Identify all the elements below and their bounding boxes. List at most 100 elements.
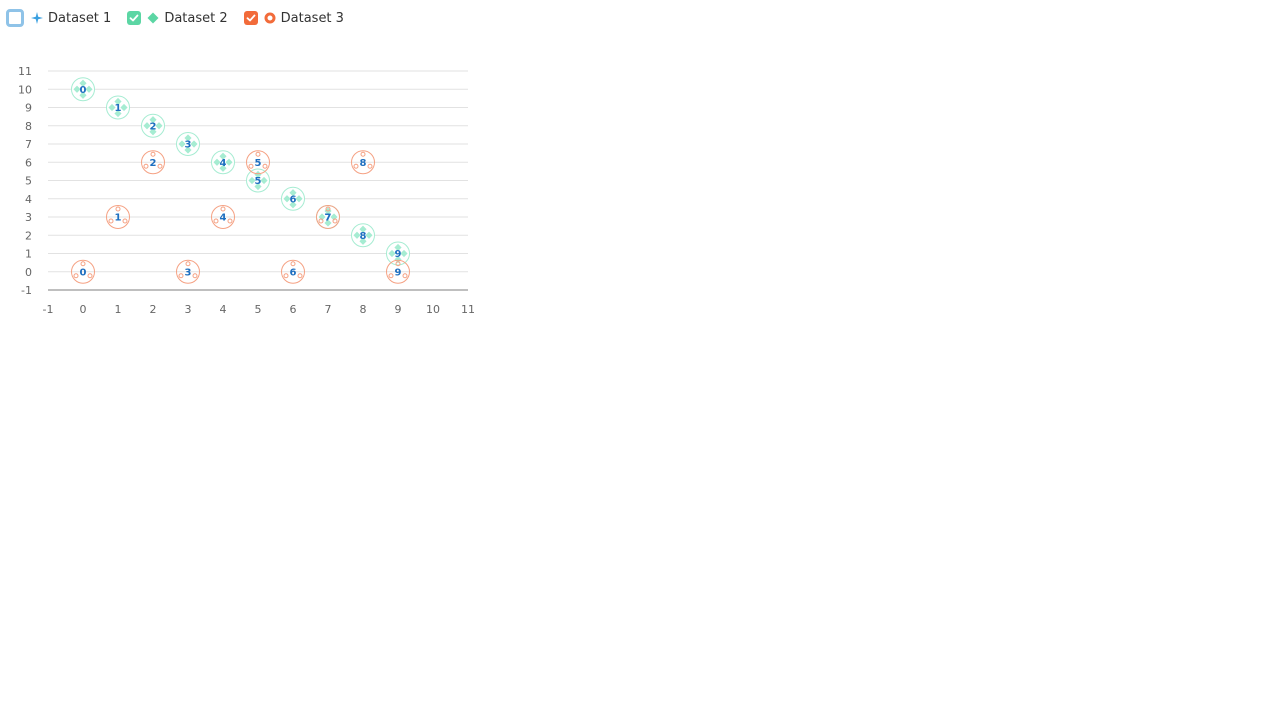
x-tick-label: 5 xyxy=(255,303,262,316)
data-point[interactable]: 0 xyxy=(71,259,95,284)
point-marker xyxy=(402,273,408,279)
point-label: 1 xyxy=(115,213,122,224)
point-marker xyxy=(108,218,114,224)
point-marker xyxy=(246,168,270,193)
point-label: 6 xyxy=(290,267,297,278)
data-point[interactable]: 6 xyxy=(281,186,305,211)
x-tick-label: 11 xyxy=(461,303,475,316)
chart-legend: Dataset 1 Dataset 2 Dataset 3 xyxy=(6,8,360,28)
data-point[interactable]: 8 xyxy=(351,150,375,175)
legend-item-dataset-3[interactable]: Dataset 3 xyxy=(243,11,344,26)
data-point[interactable]: 7 xyxy=(316,205,340,229)
data-point[interactable]: 4 xyxy=(211,205,235,229)
x-tick-label: 10 xyxy=(426,303,440,316)
point-label: 9 xyxy=(395,249,402,260)
point-marker xyxy=(325,206,331,212)
point-marker xyxy=(213,218,219,224)
y-tick-label: 2 xyxy=(25,229,32,242)
data-point[interactable]: 9 xyxy=(386,259,410,284)
point-marker xyxy=(141,150,165,175)
point-marker xyxy=(260,176,268,185)
point-marker xyxy=(324,219,332,227)
point-marker xyxy=(225,158,233,166)
point-marker xyxy=(176,132,200,156)
point-marker xyxy=(178,273,184,279)
series-dataset-2: 0 1 2 3 4 5 6 7 8 9 xyxy=(71,77,410,266)
data-point[interactable]: 2 xyxy=(141,113,165,138)
point-marker xyxy=(367,163,373,169)
legend-item-dataset-2[interactable]: Dataset 2 xyxy=(127,10,228,26)
point-marker xyxy=(365,231,373,239)
x-tick-label: 2 xyxy=(150,303,157,316)
legend-checkbox-dataset-2[interactable] xyxy=(127,11,142,25)
point-label: 1 xyxy=(115,103,122,114)
point-marker xyxy=(73,273,79,279)
x-axis-ticks: -1 0 1 2 3 4 5 6 7 8 9 10 11 xyxy=(43,303,475,316)
data-point[interactable]: 1 xyxy=(106,205,130,229)
point-marker xyxy=(246,150,270,175)
y-tick-label: 4 xyxy=(25,193,32,206)
point-label: 3 xyxy=(185,140,192,151)
data-point[interactable]: 5 xyxy=(246,150,270,175)
data-point[interactable]: 6 xyxy=(281,259,305,284)
point-marker xyxy=(120,103,128,112)
point-marker xyxy=(248,163,254,169)
legend-label-dataset-2: Dataset 2 xyxy=(164,10,228,26)
point-marker xyxy=(394,255,402,264)
point-marker xyxy=(185,261,191,267)
legend-checkbox-dataset-3[interactable] xyxy=(243,11,258,25)
y-tick-label: 6 xyxy=(25,156,32,169)
circle-icon xyxy=(264,12,276,24)
data-point[interactable]: 3 xyxy=(176,132,200,156)
y-axis-ticks: -1 0 1 2 3 4 5 6 7 8 9 10 11 xyxy=(18,65,32,297)
point-marker xyxy=(254,170,262,179)
point-marker xyxy=(71,259,95,284)
point-marker xyxy=(359,225,367,233)
x-tick-label: 8 xyxy=(360,303,367,316)
point-marker xyxy=(388,273,394,279)
point-marker xyxy=(360,151,366,157)
point-marker xyxy=(213,158,221,166)
x-tick-label: -1 xyxy=(43,303,54,316)
checkmark-icon xyxy=(129,14,139,22)
point-marker xyxy=(289,189,297,197)
point-marker xyxy=(255,151,261,157)
legend-item-dataset-1[interactable]: Dataset 1 xyxy=(6,9,111,27)
point-marker xyxy=(106,205,130,229)
point-label: 4 xyxy=(220,213,227,224)
point-marker xyxy=(211,205,235,229)
y-tick-label: 7 xyxy=(25,138,32,151)
point-marker xyxy=(155,122,163,130)
point-marker xyxy=(283,273,289,279)
point-marker xyxy=(388,249,396,258)
point-marker xyxy=(149,128,157,136)
data-point[interactable]: 5 xyxy=(246,168,270,193)
point-marker xyxy=(332,218,338,224)
point-marker xyxy=(289,201,297,209)
point-marker xyxy=(79,79,87,87)
y-tick-label: 8 xyxy=(25,120,32,133)
point-marker xyxy=(283,195,291,203)
legend-checkbox-dataset-1[interactable] xyxy=(6,9,24,27)
point-label: 5 xyxy=(255,158,262,169)
y-tick-label: 9 xyxy=(25,102,32,115)
point-marker xyxy=(318,218,324,224)
point-marker xyxy=(400,249,408,258)
data-point[interactable]: 3 xyxy=(176,259,200,284)
point-marker xyxy=(353,163,359,169)
data-point[interactable]: 2 xyxy=(141,150,165,175)
diamond-icon xyxy=(147,12,159,24)
x-tick-label: 7 xyxy=(325,303,332,316)
point-label: 7 xyxy=(325,213,332,224)
point-marker xyxy=(351,223,375,248)
point-marker xyxy=(281,186,305,211)
y-tick-label: -1 xyxy=(21,284,32,297)
data-point[interactable]: 8 xyxy=(351,223,375,248)
point-marker xyxy=(254,182,262,191)
data-point[interactable]: 1 xyxy=(106,95,130,120)
data-point[interactable]: 0 xyxy=(71,77,95,102)
data-point[interactable]: 9 xyxy=(386,241,410,266)
y-tick-label: 0 xyxy=(25,266,32,279)
point-marker xyxy=(297,273,303,279)
data-point[interactable]: 4 xyxy=(211,150,235,175)
